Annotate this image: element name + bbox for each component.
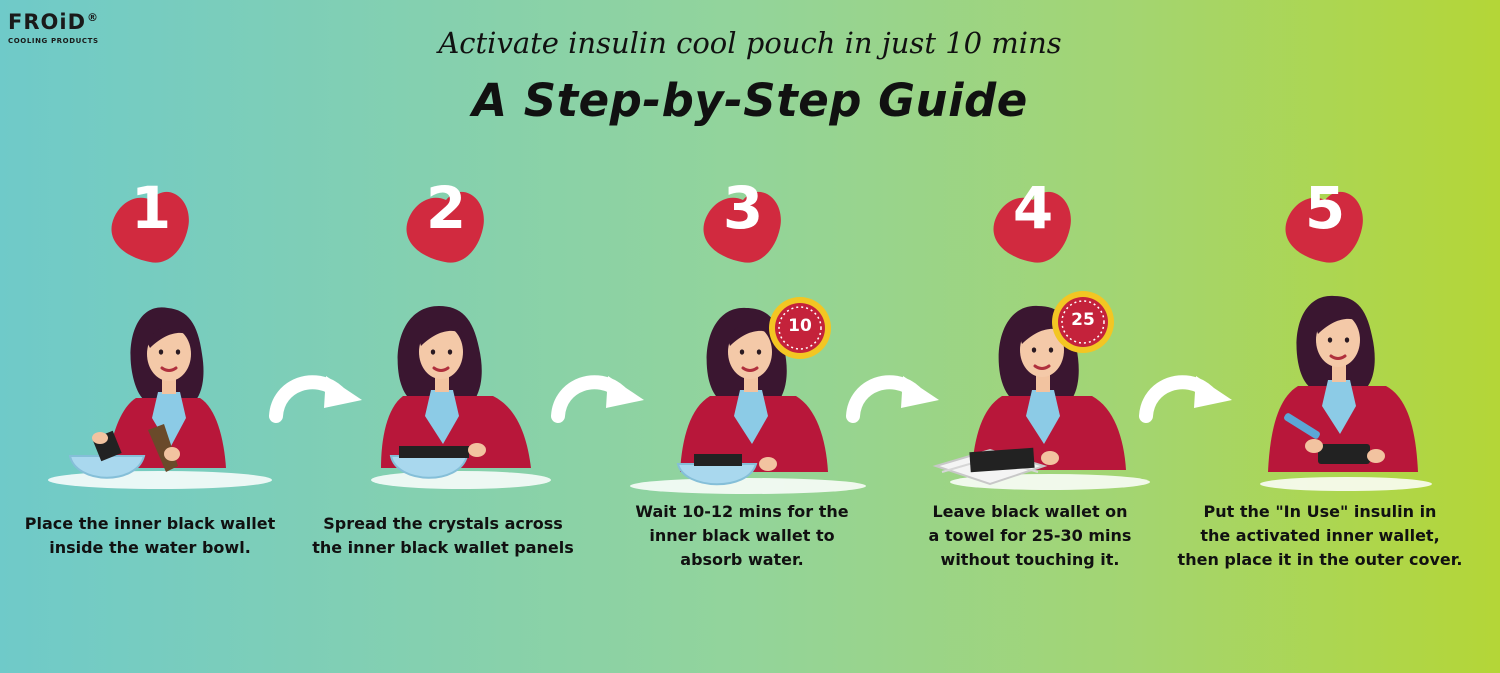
curved-arrow-icon [269, 375, 362, 423]
step-3-badge: 3 [698, 172, 788, 268]
step-3: 3 10 Wait 10-12 mins for the inner bla [592, 0, 892, 673]
curved-arrow-icon [1139, 375, 1232, 423]
number-badge-icon [993, 191, 1071, 263]
step-number: 2 [425, 174, 467, 242]
timer-value: 25 [1071, 310, 1095, 330]
arrow-3 [845, 362, 945, 424]
curved-arrow-icon [551, 375, 644, 423]
caption-line: then place it in the outer cover. [1177, 550, 1463, 569]
caption-line: Leave black wallet on [932, 502, 1128, 521]
arrow-2 [550, 362, 650, 424]
caption-line: the inner black wallet panels [312, 538, 574, 557]
step-1-badge: 1 [106, 172, 196, 268]
registered-mark: ® [87, 11, 99, 24]
step-2-badge: 2 [401, 172, 491, 268]
step-1-caption: Place the inner black wallet inside the … [0, 512, 300, 560]
step-4-caption: Leave black wallet on a towel for 25-30 … [880, 500, 1180, 572]
step-3-illustration [628, 288, 868, 496]
woman-bowl-illustration [630, 307, 866, 494]
step-5-illustration [1222, 288, 1462, 496]
step-2-illustration [341, 288, 581, 496]
step-2: 2 Spread the crystals across the inner b… [293, 0, 593, 673]
number-badge-icon [1285, 191, 1363, 263]
step-4-badge: 4 [988, 172, 1078, 268]
step-number: 3 [722, 174, 764, 242]
step-5-badge: 5 [1280, 172, 1370, 268]
step-3-caption: Wait 10-12 mins for the inner black wall… [592, 500, 892, 572]
caption-line: absorb water. [680, 550, 804, 569]
step-1: 1 Place the inner black wallet inside th… [0, 0, 300, 673]
step-1-illustration [40, 288, 280, 496]
caption-line: inner black wallet to [649, 526, 835, 545]
caption-line: a towel for 25-30 mins [928, 526, 1132, 545]
step-2-caption: Spread the crystals across the inner bla… [293, 512, 593, 560]
timer-icon [1052, 291, 1114, 353]
step-4: 4 25 Leave black wallet on a to [880, 0, 1180, 673]
brand-name: FROiD [8, 10, 86, 34]
page-subtitle: Activate insulin cool pouch in just 10 m… [438, 26, 1062, 60]
caption-line: Place the inner black wallet [24, 514, 276, 533]
caption-line: Put the "In Use" insulin in [1203, 502, 1437, 521]
caption-line: inside the water bowl. [49, 538, 251, 557]
woman-wallet-illustration [1260, 295, 1432, 491]
page-title: A Step-by-Step Guide [472, 74, 1028, 127]
step-number: 5 [1304, 174, 1346, 242]
timer-icon [769, 297, 831, 359]
woman-bowl-illustration [48, 307, 272, 489]
step-5-caption: Put the "In Use" insulin in the activate… [1170, 500, 1470, 572]
woman-bowl-illustration [371, 306, 551, 489]
caption-line: the activated inner wallet, [1200, 526, 1440, 545]
brand-tagline: COOLING PRODUCTS [8, 37, 99, 45]
step-number: 4 [1012, 174, 1054, 242]
caption-line: Spread the crystals across [323, 514, 563, 533]
arrow-1 [268, 362, 368, 424]
number-badge-icon [703, 191, 781, 263]
timer-value: 10 [788, 316, 812, 336]
step-4-timer: 25 [1050, 289, 1116, 355]
brand-logo: FROiD® COOLING PRODUCTS [8, 10, 99, 46]
step-5: 5 Put the "In Use" insulin in the activa… [1170, 0, 1470, 673]
caption-line: Wait 10-12 mins for the [635, 502, 849, 521]
step-number: 1 [130, 174, 172, 242]
number-badge-icon [111, 191, 189, 263]
arrow-4 [1138, 362, 1238, 424]
caption-line: without touching it. [940, 550, 1120, 569]
step-3-timer: 10 [767, 295, 833, 361]
curved-arrow-icon [846, 375, 939, 423]
number-badge-icon [406, 191, 484, 263]
